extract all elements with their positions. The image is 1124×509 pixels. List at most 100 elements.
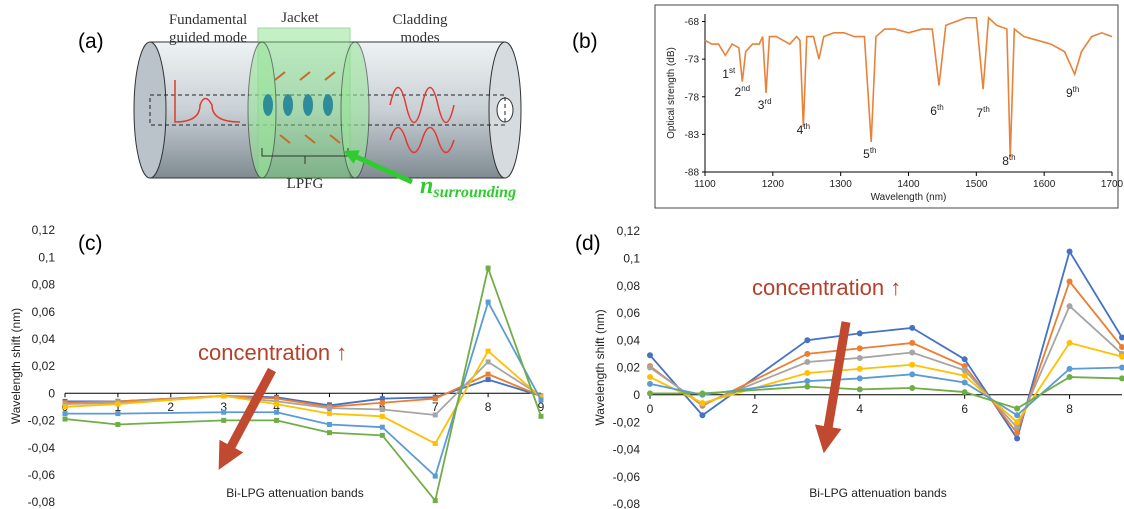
marker <box>1119 344 1124 351</box>
dip-suffix: rd <box>764 97 771 106</box>
marker <box>115 401 121 407</box>
x-axis-title: Bi-LPG attenuation bands <box>226 486 363 500</box>
marker <box>379 407 385 413</box>
marker <box>62 416 68 422</box>
dip-number: 9 <box>1066 86 1073 100</box>
marker <box>804 378 811 385</box>
x-tick-label: 8 <box>485 400 492 414</box>
marker <box>1066 339 1073 346</box>
marker <box>274 409 280 415</box>
marker <box>221 409 227 415</box>
y-tick-label: 0,06 <box>32 305 56 319</box>
marker <box>856 375 863 382</box>
marker <box>221 417 227 423</box>
marker <box>961 379 968 386</box>
y-tick-label: -73 <box>685 55 700 66</box>
marker <box>1119 375 1124 382</box>
marker <box>485 299 491 305</box>
marker <box>647 352 653 359</box>
marker <box>62 401 68 407</box>
x-tick-label: 4 <box>856 402 863 416</box>
y-tick-label: 0,02 <box>617 361 641 375</box>
marker <box>804 350 811 357</box>
y-tick-label: -83 <box>685 130 700 141</box>
marker <box>856 330 863 337</box>
marker <box>1066 365 1073 372</box>
y-tick-label: 0,04 <box>617 333 641 347</box>
dip-label: 3rd <box>758 97 772 112</box>
panel-label: (d) <box>575 232 601 255</box>
marker <box>1014 419 1021 426</box>
chart-frame <box>654 4 1119 209</box>
n-subscript: surrounding <box>432 184 516 201</box>
marker <box>647 380 653 387</box>
dip-suffix: th <box>803 122 810 131</box>
x-tick-label: 6 <box>961 402 968 416</box>
marker <box>432 498 438 504</box>
marker <box>647 374 653 381</box>
annotation-arrow <box>814 321 851 454</box>
marker <box>538 397 544 403</box>
marker <box>1066 374 1073 381</box>
y-tick-label: 0,12 <box>32 223 56 237</box>
n-surrounding: nsurrounding <box>420 173 516 201</box>
marker <box>961 372 968 379</box>
dip-number: 2 <box>735 85 742 99</box>
y-tick-label: -0,08 <box>613 497 641 509</box>
dip-label: 8th <box>1002 153 1015 168</box>
marker <box>961 389 968 396</box>
x-tick-label: 1700 <box>1101 179 1124 190</box>
x-tick-label: 8 <box>1066 402 1073 416</box>
n-symbol: n <box>420 173 433 199</box>
series-line <box>649 279 1123 435</box>
y-tick-label: -0,02 <box>28 414 56 428</box>
marker <box>804 359 811 366</box>
dip-label: 5th <box>863 146 876 161</box>
x-tick-label: 7 <box>432 400 439 414</box>
marker <box>961 356 968 363</box>
dip-label: 1st <box>722 66 736 81</box>
dip-number: 3 <box>758 98 765 112</box>
series-line <box>64 360 542 416</box>
y-tick-label: -88 <box>685 168 700 179</box>
marker <box>856 386 863 393</box>
dip-number: 8 <box>1002 154 1009 168</box>
x-axis-title: Wavelength (nm) <box>871 192 947 203</box>
marker <box>379 432 385 438</box>
x-tick-label: 1300 <box>830 179 853 190</box>
marker <box>485 265 491 271</box>
dip-suffix: th <box>1073 85 1080 94</box>
dip-number: 5 <box>863 147 870 161</box>
x-tick-label: 4 <box>273 400 280 414</box>
dip-label: 2nd <box>735 84 751 99</box>
marker <box>1066 303 1073 310</box>
marker <box>485 348 491 354</box>
marker <box>326 430 332 436</box>
y-axis-title: Optical strength (dB) <box>666 47 677 139</box>
dip-label: 7th <box>976 105 989 120</box>
y-tick-label: -0,02 <box>613 415 641 429</box>
y-tick-label: -0,06 <box>613 470 641 484</box>
marker <box>1014 412 1021 419</box>
marker <box>62 404 68 410</box>
dip-label: 6th <box>930 103 943 118</box>
y-tick-label: 0,1 <box>38 250 55 264</box>
marker <box>432 441 438 447</box>
x-tick-label: 1 <box>115 400 122 414</box>
y-tick-label: 0 <box>48 386 55 400</box>
x-axis-title: Bi-LPG attenuation bands <box>809 486 946 500</box>
marker <box>485 377 491 383</box>
x-tick-label: 1200 <box>762 179 785 190</box>
panel-label: (a) <box>78 30 104 53</box>
marker <box>804 369 811 376</box>
chart-c: 0,12 0,1 0,08 0,06 0,04 0,02 0 -0,02 -0,04 -0,06 -… <box>9 223 545 509</box>
y-axis-title: Wavelength shift (nm) <box>593 309 607 425</box>
marker <box>1014 424 1021 431</box>
marker <box>909 371 916 378</box>
chart-d: 0,12 0,1 0,08 0,06 0,04 0,02 0 -0,02 -0,04 -0,06 -… <box>593 224 1124 509</box>
x-tick-label: 1100 <box>694 179 716 190</box>
marker <box>379 396 385 402</box>
dip-suffix: th <box>937 103 944 112</box>
